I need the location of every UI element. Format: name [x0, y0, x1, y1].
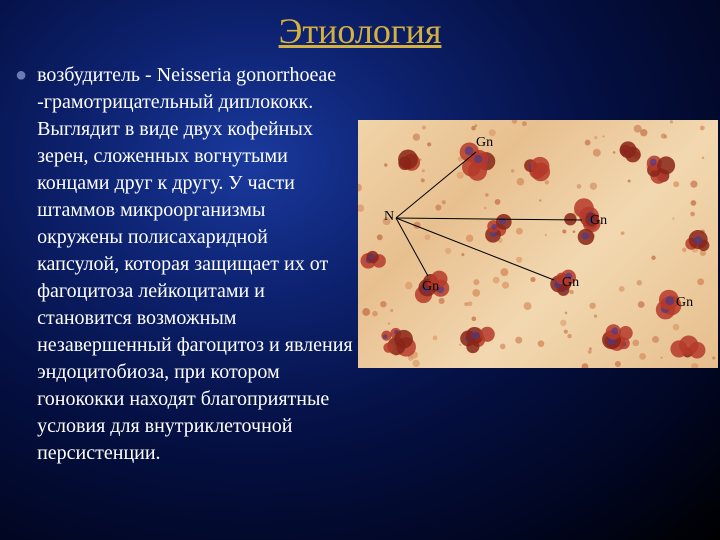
svg-text:Gn: Gn [562, 275, 579, 290]
svg-text:Gn: Gn [590, 213, 607, 228]
svg-text:Gn: Gn [676, 295, 693, 310]
microscopy-svg: N Gn Gn Gn Gn Gn [358, 120, 718, 368]
slide-title: Этиология [0, 0, 720, 62]
svg-text:N: N [384, 209, 394, 224]
svg-text:Gn: Gn [422, 279, 439, 294]
body-text: возбудитель - Neisseria gonorrhoeae -гра… [37, 62, 355, 467]
bullet-item: ● возбудитель - Neisseria gonorrhoeae -г… [20, 62, 355, 467]
svg-text:Gn: Gn [476, 135, 493, 150]
bullet-icon: ● [15, 62, 27, 89]
microscopy-figure: N Gn Gn Gn Gn Gn [358, 120, 718, 368]
text-column: ● возбудитель - Neisseria gonorrhoeae -г… [20, 62, 365, 467]
